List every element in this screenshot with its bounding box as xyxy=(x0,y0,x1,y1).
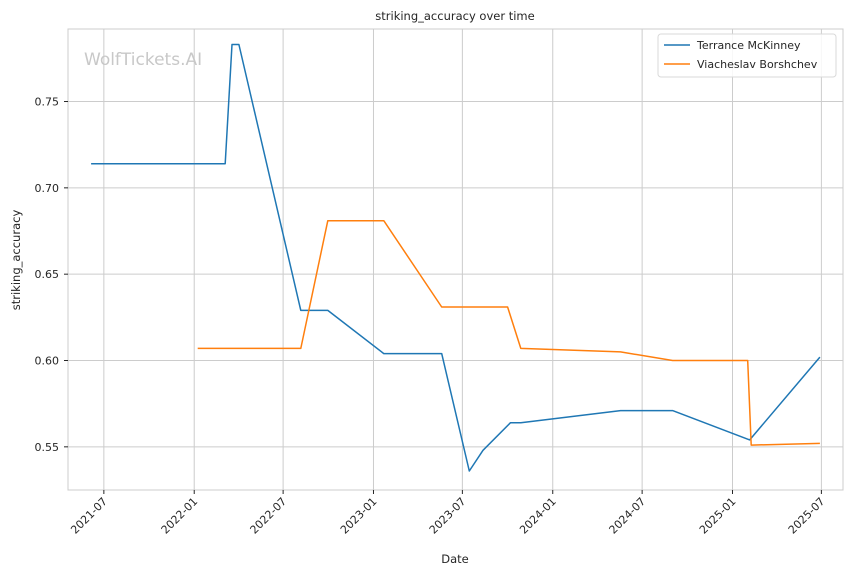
grid xyxy=(68,29,843,490)
y-axis-label: striking_accuracy xyxy=(9,210,23,311)
series-lines xyxy=(91,43,821,472)
plot-frame xyxy=(67,28,844,491)
series-line-1 xyxy=(91,43,821,472)
series-line-2 xyxy=(197,219,820,446)
legend-label: Viacheslav Borshchev xyxy=(697,58,818,71)
legend-box xyxy=(657,33,837,78)
chart-title: striking_accuracy over time xyxy=(375,9,534,23)
y-tick-label: 0.60 xyxy=(35,355,60,368)
legend: Terrance McKinney Viacheslav Borshchev xyxy=(657,33,837,78)
y-tick-label: 0.55 xyxy=(35,441,60,454)
y-tick-label: 0.70 xyxy=(35,182,60,195)
y-tick-label: 0.75 xyxy=(35,96,60,109)
watermark-text: WolfTickets.AI xyxy=(84,50,202,70)
y-tick-label: 0.65 xyxy=(35,268,60,281)
x-axis-label: Date xyxy=(441,552,469,566)
legend-label: Terrance McKinney xyxy=(696,39,801,52)
y-axis-ticks: 0.55 0.60 0.65 0.70 0.75 xyxy=(35,96,68,454)
